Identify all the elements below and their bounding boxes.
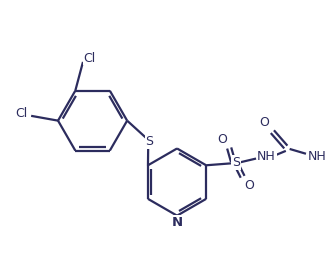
Text: Cl: Cl — [84, 52, 96, 64]
Text: S: S — [232, 156, 240, 169]
Text: O: O — [244, 179, 254, 192]
Text: Cl: Cl — [15, 107, 28, 120]
Text: NH: NH — [308, 150, 327, 163]
Text: NH: NH — [257, 150, 276, 163]
Text: S: S — [145, 135, 153, 148]
Text: N: N — [171, 216, 182, 229]
Text: O: O — [259, 116, 269, 129]
Text: O: O — [217, 133, 227, 146]
